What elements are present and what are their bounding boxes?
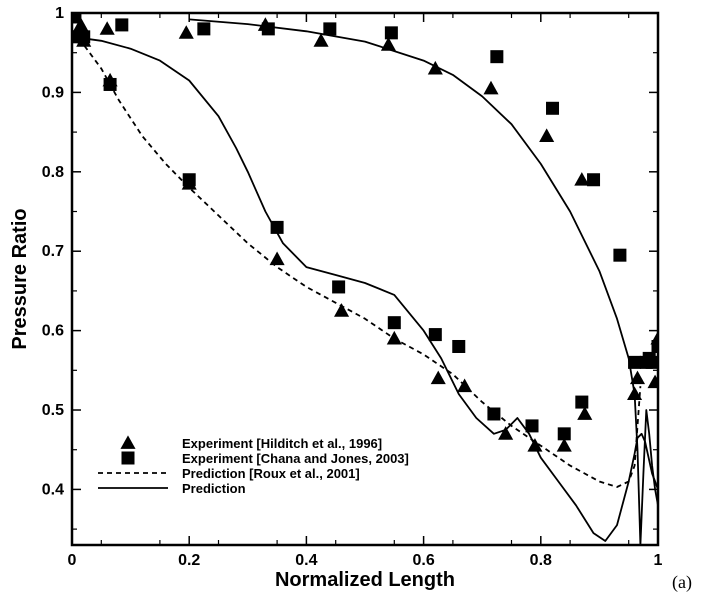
square-point xyxy=(587,173,601,187)
triangle-point xyxy=(380,37,396,51)
triangle-point xyxy=(427,60,443,75)
triangle-point xyxy=(577,406,593,420)
triangle-point xyxy=(527,438,543,452)
square-point xyxy=(197,22,211,36)
triangle-point xyxy=(498,426,514,440)
triangle-point xyxy=(178,25,194,39)
square-point xyxy=(387,316,401,330)
triangle-point xyxy=(334,303,350,317)
legend: Experiment [Hilditch et al., 1996]Experi… xyxy=(98,435,409,496)
tick-labels: 0 0.2 0.4 0.6 0.8 1 0.4 0.5 0.6 0.7 0.8 0.9 1 xyxy=(42,5,663,569)
square-point xyxy=(72,13,82,24)
square-point xyxy=(651,339,658,353)
y-axis-title: Pressure Ratio xyxy=(9,208,31,349)
square-point xyxy=(261,22,275,36)
square-point xyxy=(490,50,504,64)
triangle-point xyxy=(430,370,446,385)
triangle-point xyxy=(647,374,658,389)
legend-entry-label: Experiment [Hilditch et al., 1996] xyxy=(182,436,382,451)
square-point xyxy=(270,220,284,234)
x-tick-label: 0.4 xyxy=(295,552,317,569)
square-point xyxy=(384,26,398,40)
square-point xyxy=(613,248,627,262)
legend-triangle-symbol xyxy=(120,435,136,449)
x-tick-label: 0.6 xyxy=(412,552,434,569)
legend-square-symbol xyxy=(121,451,135,465)
series-markers xyxy=(72,13,658,452)
square-point xyxy=(575,395,589,409)
legend-entry-label: Prediction xyxy=(182,481,246,496)
x-tick-label: 0 xyxy=(68,552,77,569)
triangle-point xyxy=(313,33,329,47)
square-point xyxy=(115,18,129,32)
square-point xyxy=(428,328,442,342)
y-tick-label: 0.6 xyxy=(42,323,64,340)
triangle-point xyxy=(269,251,285,266)
y-tick-label: 0.7 xyxy=(42,243,64,260)
panel-label: (a) xyxy=(672,572,692,593)
square-point xyxy=(452,339,466,353)
x-axis-title: Normalized Length xyxy=(275,569,455,591)
x-tick-label: 1 xyxy=(654,552,663,569)
square-point xyxy=(645,355,658,369)
triangle-point xyxy=(483,80,499,95)
triangle-point xyxy=(627,386,643,401)
series-lines xyxy=(72,18,658,545)
square-point xyxy=(77,30,91,44)
square-point xyxy=(332,280,346,294)
y-tick-label: 0.5 xyxy=(42,402,64,419)
square-point xyxy=(487,407,501,421)
triangle-point xyxy=(539,128,555,143)
plot-frame xyxy=(70,11,660,547)
x-tick-label: 0.2 xyxy=(178,552,200,569)
triangle-point xyxy=(99,21,115,35)
triangle-point xyxy=(73,17,89,31)
square-point xyxy=(628,355,642,369)
triangle-point xyxy=(574,172,590,186)
triangle-point xyxy=(629,370,646,385)
series-line xyxy=(72,32,642,488)
triangle-point xyxy=(556,438,572,452)
y-tick-label: 1 xyxy=(55,5,64,22)
triangle-point xyxy=(386,330,402,345)
square-point xyxy=(323,22,337,36)
x-tick-label: 0.8 xyxy=(530,552,552,569)
legend-entry-label: Prediction [Roux et al., 2001] xyxy=(182,466,360,481)
square-point xyxy=(557,427,571,441)
axis-ticks xyxy=(71,12,659,545)
triangle-point xyxy=(457,378,473,393)
square-point xyxy=(525,419,539,433)
series-line xyxy=(189,18,658,545)
y-tick-label: 0.4 xyxy=(42,481,64,498)
y-tick-label: 0.9 xyxy=(42,84,64,101)
legend-entry-label: Experiment [Chana and Jones, 2003] xyxy=(182,451,409,466)
y-tick-label: 0.8 xyxy=(42,164,64,181)
square-point xyxy=(103,77,117,91)
square-point xyxy=(546,101,560,115)
square-point xyxy=(182,173,196,187)
